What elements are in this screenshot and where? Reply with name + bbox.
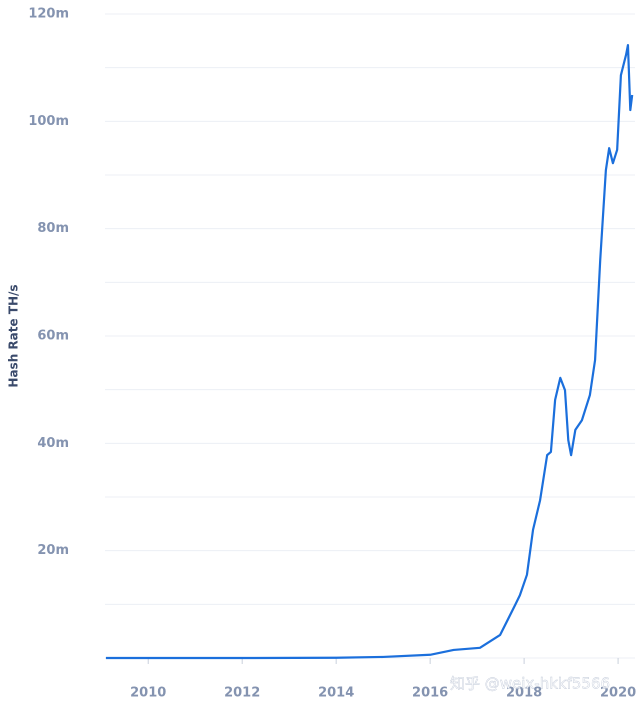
y-tick-label: 60m [37, 329, 69, 344]
watermark: 知乎 @weix-hkkf5566 [450, 675, 610, 693]
x-tick-label: 2012 [224, 686, 260, 701]
x-tick-label: 2010 [130, 686, 166, 701]
y-axis-label: Hash Rate TH/s [7, 284, 21, 387]
x-tick-label: 2016 [412, 686, 448, 701]
y-tick-label: 20m [37, 543, 69, 558]
y-tick-label: 40m [37, 436, 69, 451]
y-tick-label: 80m [37, 221, 69, 236]
data-line [105, 44, 634, 660]
y-tick-label: 120m [28, 7, 69, 22]
x-tick-label: 2020 [600, 686, 636, 701]
y-tick-label: 100m [28, 114, 69, 129]
x-tick-label: 2018 [506, 686, 542, 701]
x-tick-label: 2014 [318, 686, 354, 701]
